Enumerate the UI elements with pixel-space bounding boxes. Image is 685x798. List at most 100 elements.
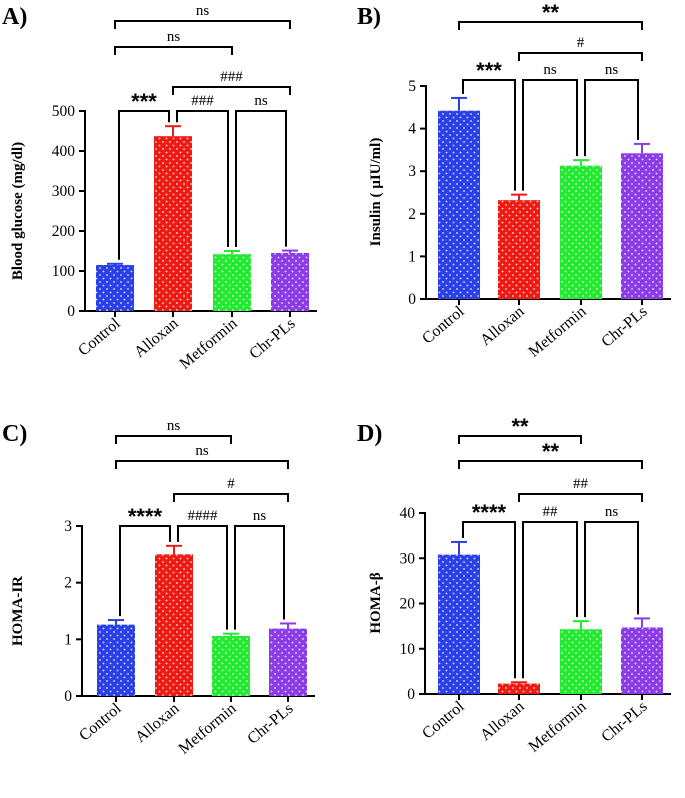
y-tick-label: 1	[64, 631, 72, 648]
y-tick-label: 3	[64, 518, 72, 535]
significance-bracket	[518, 493, 643, 502]
bar-texture	[271, 253, 309, 311]
significance-bracket	[235, 110, 287, 247]
significance-label: ns	[195, 443, 209, 459]
significance-bracket	[518, 52, 643, 61]
y-axis-label: HOMA-IR	[10, 576, 26, 646]
y-tick-label: 2	[64, 575, 72, 592]
bar-texture	[97, 624, 135, 696]
significance-bracket	[584, 521, 639, 618]
significance-label: ns	[196, 3, 210, 19]
bar-texture	[560, 165, 602, 299]
significance-label: ns	[167, 29, 181, 45]
bar-texture	[212, 635, 250, 696]
bar-texture	[155, 554, 193, 696]
bar-texture	[154, 136, 192, 311]
y-tick-label: 200	[52, 223, 76, 240]
significance-bracket	[114, 20, 291, 29]
y-tick-label: 2	[408, 206, 416, 223]
bar-texture	[438, 110, 480, 299]
significance-label: ns	[543, 62, 557, 78]
significance-label: ##	[543, 504, 559, 520]
y-axis-label: HOMA-β	[368, 572, 384, 633]
significance-label: ns	[253, 508, 267, 524]
significance-label: ####	[188, 508, 219, 524]
bar-texture	[269, 628, 307, 696]
significance-label: ****	[472, 500, 507, 525]
significance-label: ns	[167, 418, 181, 434]
bar-texture	[438, 554, 480, 694]
significance-label: ns	[605, 62, 619, 78]
significance-bracket	[462, 521, 516, 679]
category-label-control: Control	[419, 698, 468, 743]
y-tick-label: 4	[408, 121, 416, 138]
y-tick-label: 0	[408, 291, 416, 308]
significance-label: ##	[573, 476, 589, 492]
category-label-alloxan: Alloxan	[132, 700, 182, 746]
y-tick-label: 300	[52, 183, 76, 200]
y-tick-label: 100	[52, 263, 76, 280]
chart-panel-d: D) HOMA-β 0 10 20 30 40 Control AlloxanMetformin…	[357, 414, 671, 756]
significance-bracket	[458, 435, 582, 444]
category-label-alloxan: Alloxan	[477, 303, 527, 349]
y-tick-label: 1	[408, 248, 416, 265]
significance-label: ###	[191, 93, 214, 109]
significance-bracket	[522, 521, 578, 679]
bar-texture	[96, 265, 134, 311]
significance-bracket	[177, 525, 228, 630]
significance-label: #	[227, 476, 235, 492]
significance-bracket	[173, 493, 289, 502]
significance-label: **	[542, 439, 560, 464]
y-tick-label: 500	[52, 103, 76, 120]
bar-texture	[498, 683, 540, 694]
significance-bracket	[119, 525, 171, 617]
category-label-alloxan: Alloxan	[131, 315, 181, 361]
category-label-metformin: Metformin	[526, 303, 590, 361]
category-label-control: Control	[419, 303, 468, 348]
y-tick-label: 10	[400, 641, 416, 658]
y-axis-label: Blood glucose (mg/dl)	[10, 142, 26, 280]
significance-label: **	[542, 0, 560, 25]
significance-bracket	[115, 460, 289, 469]
significance-bracket	[118, 110, 170, 260]
significance-label: ns	[605, 504, 619, 520]
category-label-alloxan: Alloxan	[477, 698, 527, 744]
category-label-chr-pls: Chr-PLs	[246, 315, 298, 363]
bar-texture	[213, 254, 251, 311]
chart-panel-b: B) Insulin ( µIU/ml) 0 1 2 3 4 5 Control AlloxanM…	[357, 0, 671, 361]
category-label-chr-pls: Chr-PLs	[598, 303, 650, 351]
y-tick-label: 0	[64, 688, 72, 705]
panel-label: C)	[2, 421, 27, 447]
panel-label: D)	[357, 421, 382, 447]
bar-texture	[560, 629, 602, 694]
significance-bracket	[115, 435, 232, 444]
significance-label: ***	[476, 58, 502, 83]
significance-bracket	[176, 110, 229, 247]
y-tick-label: 400	[52, 143, 76, 160]
category-label-metformin: Metformin	[177, 315, 241, 373]
significance-label: ****	[128, 504, 163, 529]
category-label-chr-pls: Chr-PLs	[598, 698, 650, 746]
category-label-control: Control	[75, 315, 124, 360]
bar-texture	[621, 153, 663, 299]
y-tick-label: 0	[407, 686, 415, 703]
category-label-metformin: Metformin	[176, 700, 240, 758]
bar-texture	[498, 200, 540, 299]
significance-bracket	[114, 46, 233, 55]
significance-bracket	[458, 460, 643, 469]
y-tick-label: 3	[408, 163, 416, 180]
y-tick-label: 5	[408, 78, 416, 95]
significance-label: ***	[131, 89, 157, 114]
y-tick-label: 30	[400, 550, 416, 567]
significance-label: ###	[220, 69, 243, 85]
y-tick-label: 40	[400, 505, 416, 522]
category-label-chr-pls: Chr-PLs	[244, 700, 296, 748]
significance-label: **	[511, 414, 529, 439]
significance-bracket	[584, 79, 639, 157]
significance-label: ns	[254, 93, 268, 109]
significance-bracket	[458, 21, 643, 30]
bar-texture	[621, 627, 663, 694]
significance-bracket	[462, 79, 516, 191]
